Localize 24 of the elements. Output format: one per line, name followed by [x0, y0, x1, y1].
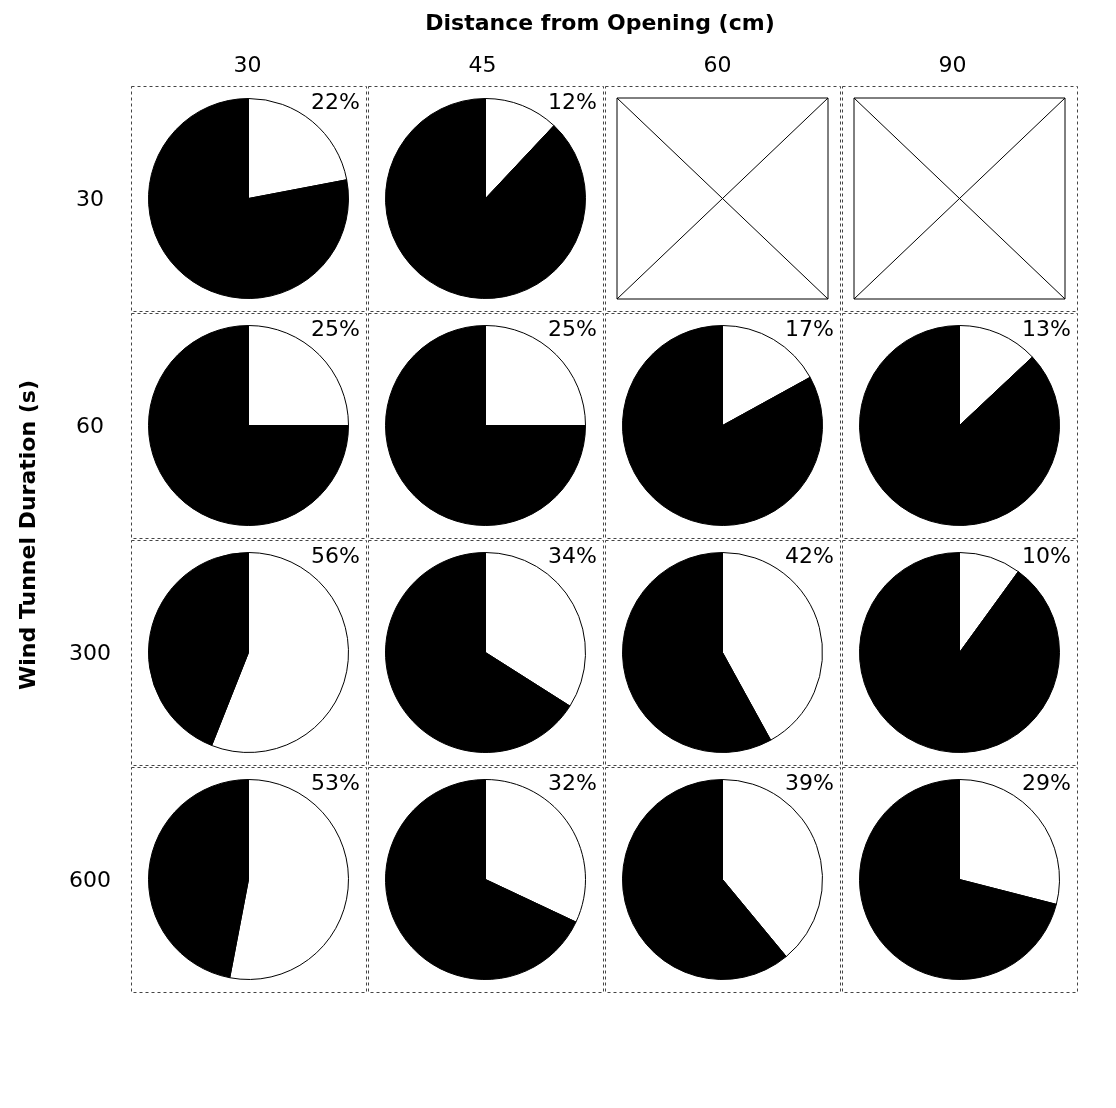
category-label: 90: [938, 52, 967, 77]
data-label: 32%: [548, 770, 597, 795]
data-label: 25%: [311, 316, 360, 341]
data-label: 39%: [785, 770, 834, 795]
data-label: 22%: [311, 89, 360, 114]
data-label: 29%: [1022, 770, 1071, 795]
data-label: 17%: [785, 316, 834, 341]
data-label: 13%: [1022, 316, 1071, 341]
data-label: 34%: [548, 543, 597, 568]
data-label: 56%: [311, 543, 360, 568]
text: Distance from Opening (cm): [425, 10, 775, 35]
category-label: 60: [703, 52, 732, 77]
category-label: 60: [76, 412, 104, 438]
category-label: 45: [468, 52, 497, 77]
text: Wind Tunnel Duration (s): [14, 380, 40, 690]
category-label: 300: [69, 639, 111, 665]
category-label: 600: [69, 866, 111, 892]
data-label: 53%: [311, 770, 360, 795]
category-label: 30: [233, 52, 262, 77]
data-label: 25%: [548, 316, 597, 341]
category-label: 30: [76, 185, 104, 211]
data-label: 42%: [785, 543, 834, 568]
data-label: 10%: [1022, 543, 1071, 568]
data-label: 12%: [548, 89, 597, 114]
